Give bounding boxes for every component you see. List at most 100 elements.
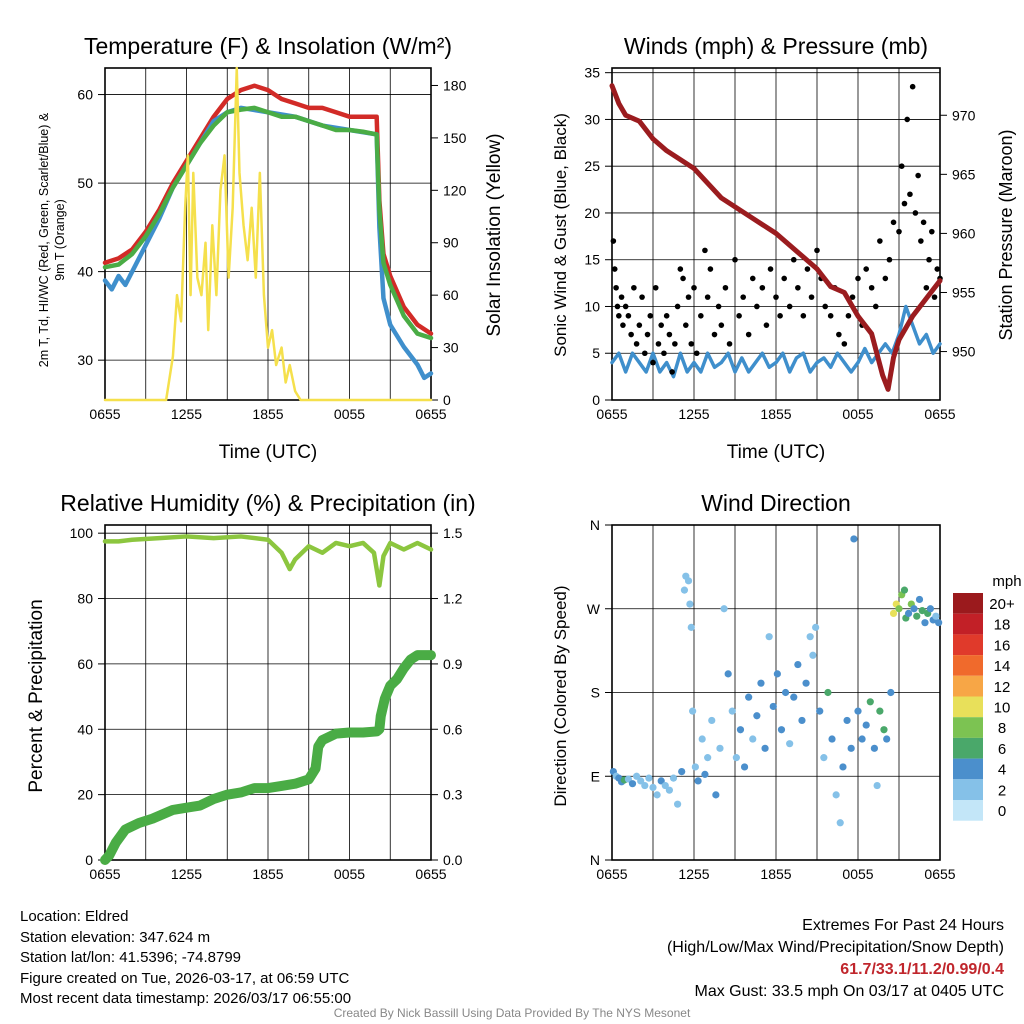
gust-point [773,294,779,300]
y2-tick-label: 955 [952,284,976,300]
gust-point [704,294,711,300]
gust-point [636,322,643,328]
gust-point [650,359,656,366]
x-tick-label: 0055 [334,406,365,422]
x-tick-label: 0655 [89,406,120,422]
wind-direction-point [836,819,844,827]
gust-point [666,331,673,338]
legend-label: 20+ [989,596,1015,613]
y2-tick-label: 60 [443,287,459,303]
legend-label: 14 [994,658,1011,675]
gust-point [647,313,654,319]
gust-point [661,350,667,357]
gust-point [715,303,722,310]
gust-point [822,303,828,310]
wind-direction-point [691,763,699,771]
y2-tick-label: 90 [443,235,459,251]
gust-point [732,256,738,263]
wind-direction-point [777,726,786,734]
legend-label: 16 [994,637,1011,654]
gust-point [745,331,752,338]
y2-tick-label: 960 [952,225,976,241]
x-tick-label: 1255 [171,866,202,882]
wind-direction-point [854,707,862,715]
legend-label: 0 [998,803,1006,820]
x-tick-label: 0055 [842,866,873,882]
gust-point [680,275,686,282]
gust-point [740,294,746,300]
gust-point [882,275,889,282]
gust-point [718,322,725,328]
wind-direction-point [873,781,881,790]
gust-point [804,266,811,272]
wind-direction-point [678,767,686,776]
gust-point [672,341,678,347]
wind-direction-point [926,605,935,613]
wind-direction-point [915,595,924,604]
gust-point [644,331,651,338]
legend-swatch [953,800,983,821]
wind-direction-point [847,744,855,752]
x-axis-title: Time (UTC) [727,442,826,463]
y2-axis-title: Solar Insolation (Yellow) [484,133,505,336]
wind-direction-point [641,781,649,790]
x-tick-label: 0655 [596,406,627,422]
wind-direction-point [866,698,874,706]
y-axis-title: Percent & Precipitation [26,599,47,792]
gust-point [868,284,875,291]
y-tick-label: 0 [85,852,93,868]
x-tick-label: 1255 [678,406,709,422]
latlon-text: Station lat/lon: 41.5396; -74.8799 [20,949,242,966]
wind-direction-point [728,707,736,715]
chart-title: Winds (mph) & Pressure (mb) [624,33,928,59]
wind-direction-point [794,660,802,669]
y-tick-label: 0 [592,392,600,408]
sonic-wind-line [610,304,942,379]
wind-direction-point [904,609,913,618]
gust-point [877,238,883,244]
y-tick-label: 80 [77,591,93,607]
x-tick-label: 1255 [678,866,709,882]
wind-direction-point [932,612,940,620]
gust-point [767,266,774,272]
y-tick-label: 5 [592,345,600,361]
wind-direction-point [850,535,858,543]
wind-direction-point [724,670,732,678]
legend-label: 12 [994,679,1011,696]
y-tick-label: N [590,517,600,533]
wind-direction-point [716,744,724,752]
gust-point [763,322,770,328]
gust-point [827,313,834,319]
gust-point [934,266,941,272]
wind-direction-point [816,707,824,715]
station-info: Location: Eldred Station elevation: 347.… [20,907,351,1010]
x-tick-label: 1855 [760,406,791,422]
credit-text: Created By Nick Bassill Using Data Provi… [333,1006,691,1020]
wind-direction-point [698,735,706,743]
x-tick-label: 1255 [171,406,202,422]
wind-direction-point [680,586,689,594]
y-tick-label: 60 [77,656,93,672]
gust-point [639,294,645,300]
wind-direction-point [674,800,682,808]
chart-title: Temperature (F) & Insolation (W/m²) [84,33,452,59]
wind-direction-point [913,612,921,620]
gust-point [808,294,815,300]
extremes-values: 61.7/33.1/11.2/0.99/0.4 [840,961,1004,978]
y-tick-label: 30 [584,111,600,127]
wind-direction-point [689,707,697,715]
series-td [102,105,434,341]
y-tick-label: 35 [584,65,600,81]
gust-point [698,313,704,319]
x-tick-label: 1855 [760,866,791,882]
wind-direction-point [809,651,817,659]
gust-point [610,238,617,244]
gust-point [918,238,924,244]
gust-point [863,266,869,272]
gust-point [702,247,708,254]
wind-direction-point [786,740,794,748]
legend-swatch [953,696,983,718]
legend-label: 8 [998,720,1006,737]
x-tick-label: 0655 [89,866,120,882]
gust-point [628,331,634,338]
